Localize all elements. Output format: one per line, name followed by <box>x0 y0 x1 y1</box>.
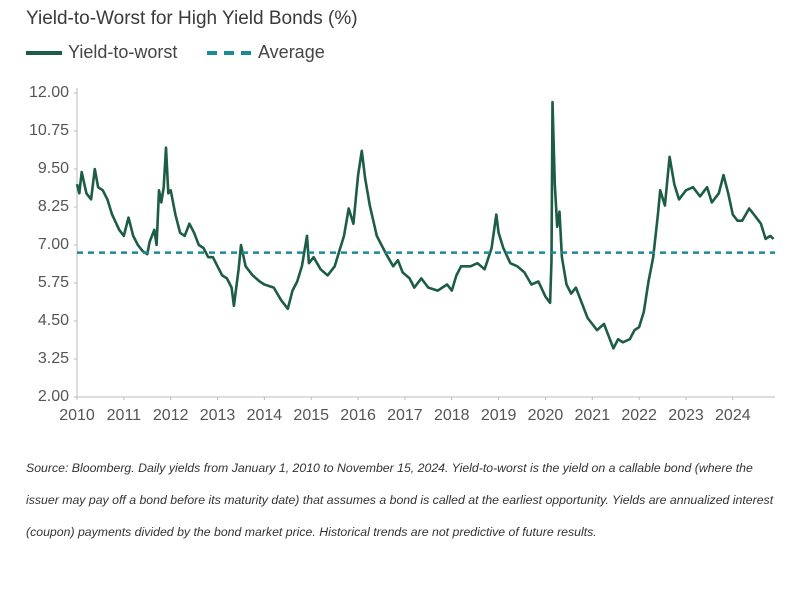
x-tick-label: 2013 <box>200 407 236 424</box>
x-tick-label: 2021 <box>575 407 611 424</box>
legend-label: Average <box>258 42 325 62</box>
x-tick-label: 2024 <box>715 407 751 424</box>
x-tick-label: 2010 <box>59 407 95 424</box>
x-tick-label: 2019 <box>481 407 517 424</box>
y-tick-label: 10.75 <box>29 122 69 139</box>
x-tick-label: 2022 <box>621 407 657 424</box>
x-tick-label: 2015 <box>293 407 329 424</box>
y-tick-label: 3.25 <box>38 350 69 367</box>
x-tick-label: 2012 <box>153 407 189 424</box>
y-tick-label: 7.00 <box>38 236 69 253</box>
x-tick-label: 2023 <box>668 407 704 424</box>
y-tick-label: 8.25 <box>38 198 69 215</box>
y-tick-label: 2.00 <box>38 388 69 405</box>
legend-label: Yield-to-worst <box>68 42 177 62</box>
line-series <box>75 100 775 350</box>
y-tick-label: 12.00 <box>29 84 69 101</box>
x-tick-label: 2011 <box>107 407 142 424</box>
chart-title: Yield-to-Worst for High Yield Bonds (%) <box>26 8 358 29</box>
y-tick-label: 9.50 <box>38 160 69 177</box>
x-tick-label: 2018 <box>434 407 470 424</box>
y-tick-label: 5.75 <box>38 274 69 291</box>
x-tick-label: 2016 <box>340 407 376 424</box>
y-tick-label: 4.50 <box>38 312 69 329</box>
x-tick-label: 2014 <box>247 407 283 424</box>
chart: Yield-to-Worst for High Yield Bonds (%) … <box>26 8 775 424</box>
source-note: Source: Bloomberg. Daily yields from Jan… <box>26 461 774 539</box>
x-tick-label: 2017 <box>387 407 423 424</box>
x-tick-label: 2020 <box>528 407 564 424</box>
